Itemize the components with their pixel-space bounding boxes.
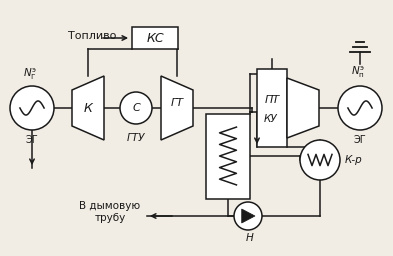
Text: КС: КС [146,31,164,45]
Bar [132,27,178,49]
Text: КУ: КУ [264,113,278,123]
Circle shape [338,86,382,130]
Text: ГТ: ГТ [171,98,184,108]
Polygon shape [287,78,319,138]
Text: ГТУ: ГТУ [127,133,145,143]
Text: ЭГ: ЭГ [26,135,39,145]
Text: Н: Н [246,233,254,243]
Text: ЭГ: ЭГ [354,135,366,145]
Text: $N_{\Gamma}^{\rm э}$: $N_{\Gamma}^{\rm э}$ [23,67,37,82]
Text: Топливо: Топливо [68,31,116,41]
Polygon shape [161,76,193,140]
Text: $N_{\rm п}^{\rm э}$: $N_{\rm п}^{\rm э}$ [351,65,365,80]
Circle shape [120,92,152,124]
Polygon shape [242,209,255,223]
Text: С: С [132,103,140,113]
Polygon shape [72,76,104,140]
Circle shape [300,140,340,180]
Bar [257,69,287,147]
Circle shape [10,86,54,130]
Text: ПТ: ПТ [264,95,279,105]
Text: К-р: К-р [345,155,363,165]
Circle shape [234,202,262,230]
Text: К: К [84,101,92,114]
Text: В дымовую
трубу: В дымовую трубу [79,201,141,223]
Bar [206,113,250,198]
